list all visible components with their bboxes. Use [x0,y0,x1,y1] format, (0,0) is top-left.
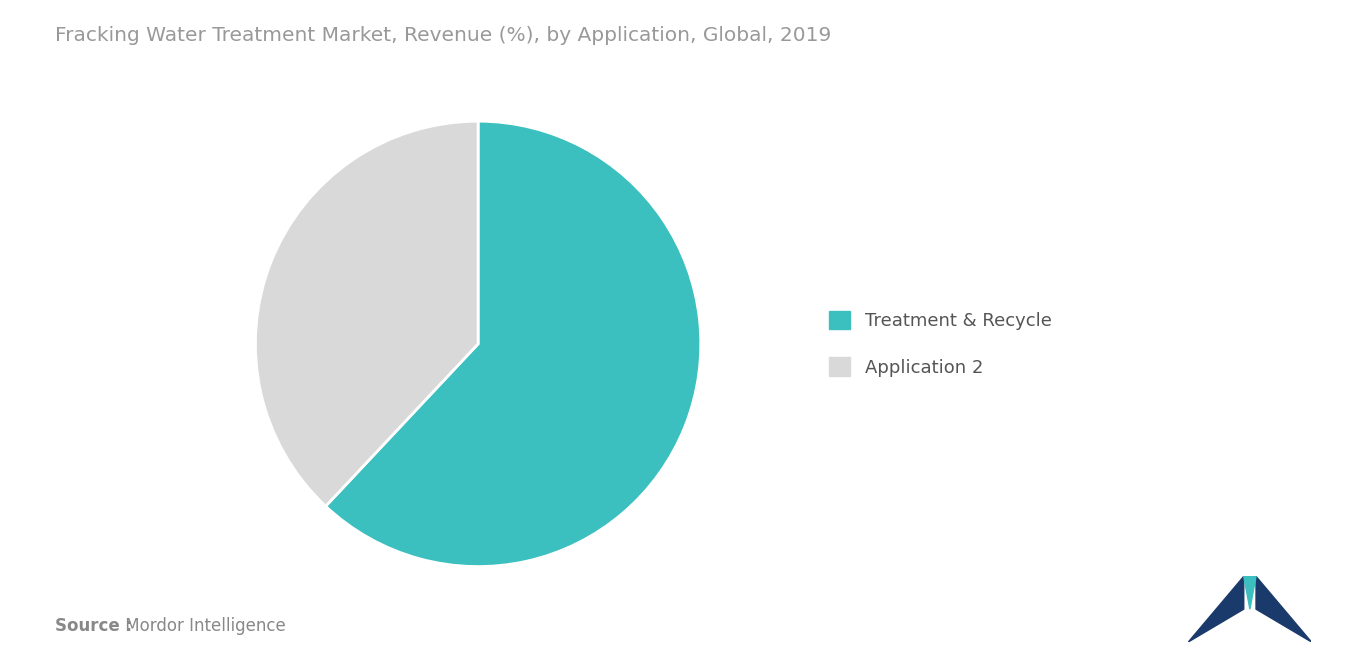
Polygon shape [1243,576,1257,609]
Wedge shape [325,121,701,567]
Text: Fracking Water Treatment Market, Revenue (%), by Application, Global, 2019: Fracking Water Treatment Market, Revenue… [55,26,831,45]
Polygon shape [1257,576,1311,642]
Text: Mordor Intelligence: Mordor Intelligence [120,618,285,635]
Legend: Treatment & Recycle, Application 2: Treatment & Recycle, Application 2 [829,311,1052,377]
Wedge shape [255,121,478,506]
Polygon shape [1188,576,1243,642]
Text: Source :: Source : [55,618,131,635]
